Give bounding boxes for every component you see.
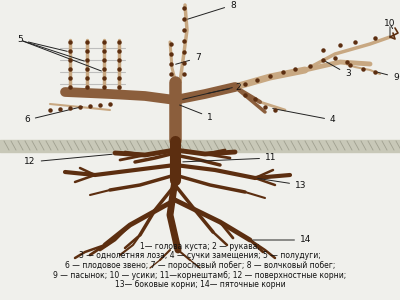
Text: 1: 1 <box>180 105 213 122</box>
Text: 3 — однолетняя лоза; 4 — сучки замещения; 5 — полудуги;: 3 — однолетняя лоза; 4 — сучки замещения… <box>79 251 321 260</box>
Text: 12: 12 <box>24 154 112 167</box>
Text: 7: 7 <box>176 53 201 64</box>
Text: 13— боковые корни; 14— пяточные корни: 13— боковые корни; 14— пяточные корни <box>115 280 285 289</box>
Text: 3: 3 <box>326 61 351 79</box>
Text: 4: 4 <box>273 109 336 124</box>
Text: 13: 13 <box>258 178 306 190</box>
Text: 8: 8 <box>188 1 236 19</box>
Text: 9 — пасынок; 10 — усики; 11—корнештамб; 12 — поверхностные корни;: 9 — пасынок; 10 — усики; 11—корнештамб; … <box>53 271 347 280</box>
Text: 6: 6 <box>24 107 82 124</box>
Text: 11: 11 <box>183 154 276 163</box>
Text: 14: 14 <box>253 236 311 244</box>
Text: 9: 9 <box>376 72 399 82</box>
Text: 1— голова куста; 2 — рукава;: 1— голова куста; 2 — рукава; <box>140 242 260 251</box>
Text: 5: 5 <box>17 35 67 51</box>
Text: 6 — плодовое звено; 7 — порослевый побег; 8 — волчковый побег;: 6 — плодовое звено; 7 — порослевый побег… <box>65 261 335 270</box>
Text: 10: 10 <box>384 20 396 28</box>
Text: 2: 2 <box>208 82 241 93</box>
